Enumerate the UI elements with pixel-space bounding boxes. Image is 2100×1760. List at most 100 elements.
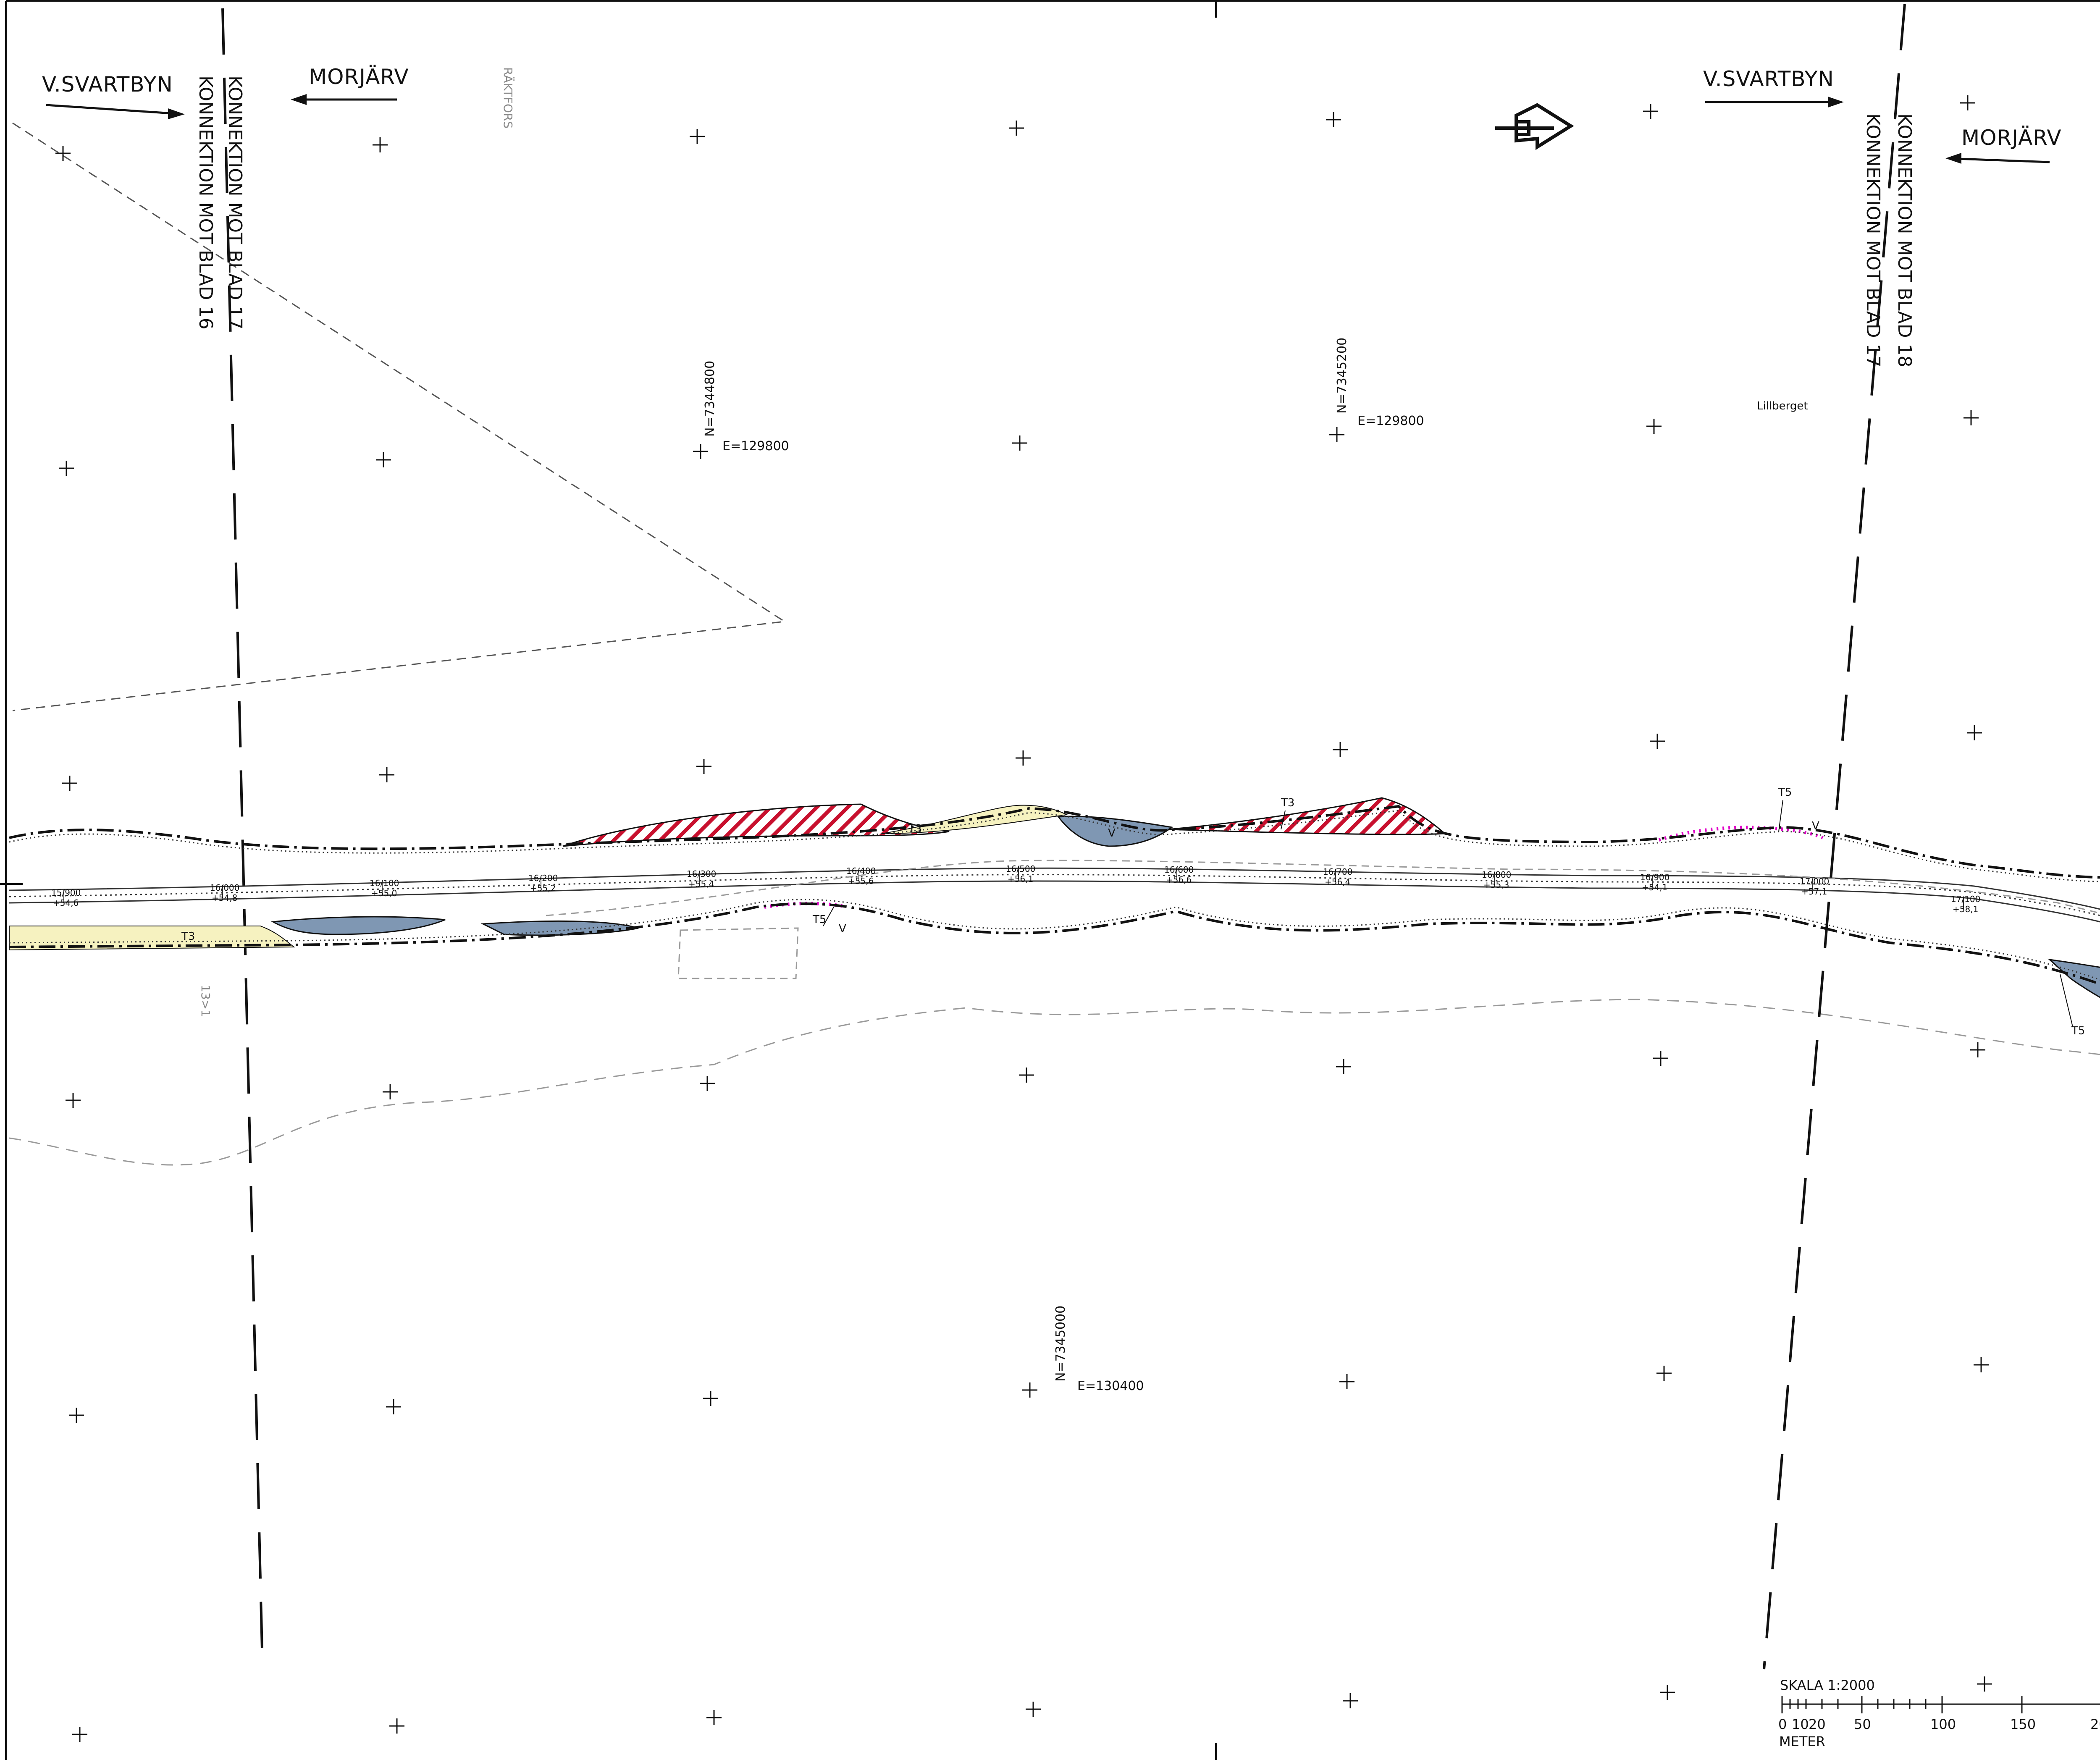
station-chainage: 16/100 bbox=[370, 878, 399, 888]
zone-label-t3-c: T3 bbox=[181, 930, 195, 943]
grid-cross-icon bbox=[1326, 112, 1341, 127]
scale-title: SKALA 1:2000 bbox=[1780, 1677, 1875, 1693]
grid-cross-icon bbox=[379, 767, 394, 782]
grid-cross-icon bbox=[386, 1399, 401, 1414]
station-labels: 15/900+54,616/000+54,816/100+55,016/200+… bbox=[51, 864, 1980, 914]
zone-label-t3-a: T3 bbox=[908, 823, 922, 835]
grid-cross-icon bbox=[1653, 1051, 1668, 1066]
scale-tick-20: 20 bbox=[1809, 1716, 1826, 1732]
station-chainage: 16/200 bbox=[528, 873, 558, 883]
direction-arrows bbox=[46, 94, 2050, 164]
scale-bar-ticks bbox=[1781, 1696, 2100, 1713]
station-height: +55,4 bbox=[688, 879, 714, 889]
hatched-zone-2 bbox=[1167, 797, 1446, 835]
direction-label-svartbyn-right: V.SVARTBYN bbox=[1703, 67, 1834, 91]
zone-label-v-b: V bbox=[1812, 820, 1819, 832]
boundary-lines bbox=[12, 122, 787, 711]
grid-cross-icon bbox=[389, 1718, 404, 1734]
station-height: +58,1 bbox=[1953, 904, 1978, 914]
grid-cross-icon bbox=[693, 444, 708, 459]
zone-label-v-a: V bbox=[1108, 827, 1116, 839]
grid-cross-icon bbox=[1339, 1374, 1354, 1389]
scale-tick-10: 10 bbox=[1792, 1716, 1809, 1732]
grid-cross-icon bbox=[1656, 1366, 1672, 1381]
zone-areas bbox=[9, 797, 2100, 998]
connection-label-left-upper: KONNEKTION MOT BLAD 17 bbox=[224, 76, 246, 330]
zone-label-t3-b: T3 bbox=[1281, 797, 1294, 809]
grid-cross-icon bbox=[1977, 1676, 1992, 1692]
station-chainage: 16/500 bbox=[1006, 864, 1035, 874]
connection-label-left-lower: KONNEKTION MOT BLAD 16 bbox=[195, 76, 216, 330]
place-name-raktfors: RÄKTFORS bbox=[501, 67, 515, 129]
station-height: +56,4 bbox=[1325, 877, 1350, 887]
scale-tick-150: 150 bbox=[2010, 1716, 2036, 1732]
grid-label-north-a: N=7344800 bbox=[703, 361, 717, 437]
grid-cross-icon bbox=[59, 461, 74, 476]
hatched-zone-1 bbox=[562, 803, 950, 847]
station-chainage: 16/700 bbox=[1323, 867, 1352, 877]
station-height: +55,2 bbox=[530, 883, 556, 893]
yellow-zone-1 bbox=[882, 805, 1068, 834]
grid-cross-icon bbox=[696, 759, 711, 774]
grid-label-east-c: E=130400 bbox=[1077, 1379, 1144, 1393]
grid-cross-icon bbox=[1012, 435, 1027, 451]
station-height: +57,1 bbox=[1801, 887, 1827, 897]
place-name-lillberget: Lillberget bbox=[1757, 400, 1808, 412]
zone-label-t5-a: T5 bbox=[1778, 786, 1792, 799]
yellow-zone-2 bbox=[9, 926, 295, 951]
north-arrow-icon bbox=[1495, 103, 1574, 150]
scale-bar: SKALA 1:2000 0 10 20 50 100 150 200 METE… bbox=[1778, 1677, 2100, 1750]
grid-cross-icon bbox=[1660, 1685, 1675, 1700]
grid-cross-icon bbox=[1336, 1059, 1351, 1074]
grid-cross-icon bbox=[1964, 410, 1979, 425]
station-chainage: 15/900 bbox=[51, 888, 81, 898]
grid-cross-icon bbox=[1333, 742, 1348, 757]
grid-cross-icon bbox=[1967, 725, 1982, 740]
grid-cross-icon bbox=[376, 452, 391, 467]
zone-label-v-c: V bbox=[839, 923, 846, 935]
grid-cross-icon bbox=[1016, 750, 1031, 766]
direction-label-morjarv-left: MORJÄRV bbox=[309, 65, 409, 89]
scale-tick-200: 200 bbox=[2090, 1716, 2100, 1732]
valley-lines bbox=[9, 999, 2100, 1166]
grid-label-north-c: N=7345000 bbox=[1053, 1306, 1068, 1382]
blue-zone-2 bbox=[271, 916, 446, 935]
grid-cross-icon bbox=[700, 1076, 715, 1091]
grid-cross-icon bbox=[66, 1093, 81, 1108]
station-chainage: 16/800 bbox=[1482, 870, 1511, 880]
zone-label-t5-c: T5 bbox=[2071, 1025, 2085, 1037]
grid-cross-icon bbox=[1009, 121, 1024, 136]
grid-label-east-b: E=129800 bbox=[1357, 414, 1424, 428]
scale-tick-0: 0 bbox=[1778, 1716, 1787, 1732]
blue-zone-3 bbox=[480, 920, 639, 936]
grid-cross-icon bbox=[1646, 419, 1662, 434]
zone-leader-lines bbox=[823, 800, 2073, 1027]
grid-cross-icon bbox=[1019, 1068, 1034, 1083]
station-chainage: 16/600 bbox=[1164, 865, 1194, 875]
station-chainage: 17/100 bbox=[1951, 894, 1980, 904]
station-height: +56,6 bbox=[1166, 875, 1192, 885]
grid-cross-icon bbox=[1343, 1693, 1358, 1708]
station-chainage: 16/300 bbox=[687, 869, 716, 879]
station-height: +55,0 bbox=[371, 888, 397, 898]
grid-cross-icon bbox=[703, 1391, 718, 1406]
grid-cross-icon bbox=[1022, 1382, 1037, 1398]
grid-cross-icon bbox=[55, 146, 71, 161]
station-height: +54,1 bbox=[1642, 882, 1667, 892]
grid-cross-icon bbox=[1329, 427, 1344, 442]
station-chainage: 16/400 bbox=[846, 866, 876, 876]
grid-cross-icon bbox=[1026, 1702, 1041, 1717]
grid-cross-icon bbox=[1970, 1042, 1985, 1057]
scale-tick-100: 100 bbox=[1930, 1716, 1956, 1732]
connection-label-right-lower: KONNEKTION MOT BLAD 17 bbox=[1862, 113, 1884, 367]
connection-lines bbox=[221, 4, 1906, 1670]
grid-cross-icon bbox=[383, 1084, 398, 1099]
blue-zone-4 bbox=[2048, 958, 2100, 998]
road-shoulders bbox=[9, 810, 2100, 981]
station-chainage: 16/000 bbox=[210, 883, 239, 893]
faint-annotation: 13>1 bbox=[199, 985, 213, 1017]
grid-crosses bbox=[55, 95, 1992, 1742]
station-height: +56,1 bbox=[1008, 874, 1033, 884]
